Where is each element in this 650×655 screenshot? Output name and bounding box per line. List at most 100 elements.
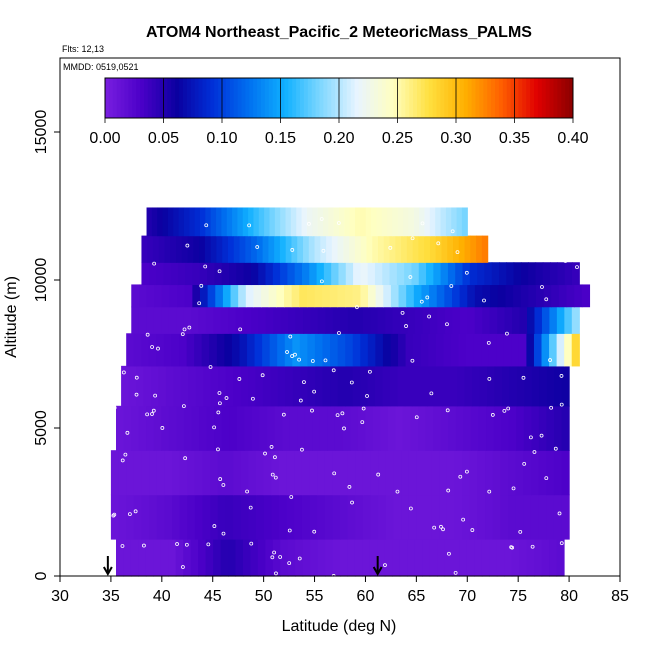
heat-cell bbox=[222, 284, 232, 308]
heat-cell bbox=[530, 450, 540, 496]
heat-cell bbox=[354, 235, 362, 263]
colorbar-segment bbox=[526, 78, 531, 118]
colorbar-segment bbox=[350, 78, 356, 118]
heat-cell bbox=[436, 284, 445, 308]
colorbar-segment bbox=[417, 78, 422, 118]
colorbar-segment bbox=[218, 78, 223, 118]
heat-cell bbox=[191, 306, 200, 334]
sample-point bbox=[563, 259, 568, 263]
heat-cell bbox=[395, 405, 404, 451]
heat-cell bbox=[253, 207, 260, 237]
sample-point bbox=[461, 517, 466, 522]
heat-cell bbox=[378, 494, 387, 540]
flights-label: Flts: 12,13 bbox=[62, 44, 104, 54]
heat-cell bbox=[248, 207, 255, 237]
heat-cell bbox=[412, 235, 419, 263]
colorbar-segment bbox=[206, 78, 211, 118]
heat-cell bbox=[408, 450, 417, 496]
heat-cell bbox=[542, 262, 551, 286]
heat-cell bbox=[236, 262, 245, 286]
heat-cell bbox=[456, 207, 463, 237]
heat-cell bbox=[179, 450, 188, 496]
heat-cell bbox=[232, 207, 239, 237]
sample-point bbox=[487, 376, 492, 381]
heat-cell bbox=[441, 235, 448, 263]
sample-point bbox=[521, 375, 526, 380]
colorbar-segment bbox=[140, 78, 145, 118]
heat-cell bbox=[225, 450, 234, 496]
heat-cell bbox=[350, 405, 359, 451]
heat-cell bbox=[121, 365, 130, 407]
sample-point bbox=[269, 445, 274, 449]
heat-cell bbox=[287, 262, 296, 286]
colorbar-segment bbox=[358, 78, 363, 118]
heat-cell bbox=[429, 235, 437, 263]
heat-cell bbox=[486, 405, 495, 451]
heat-cell bbox=[439, 450, 448, 496]
heat-cell bbox=[395, 235, 402, 263]
heat-cell bbox=[167, 207, 174, 237]
sample-point bbox=[212, 425, 216, 430]
colorbar-segment bbox=[339, 78, 344, 118]
heat-cell bbox=[390, 284, 400, 308]
heat-cell bbox=[469, 262, 478, 286]
sample-point bbox=[436, 241, 441, 246]
heat-cell bbox=[481, 539, 490, 577]
heat-cell bbox=[116, 405, 125, 451]
sample-point bbox=[212, 524, 217, 528]
heat-cell bbox=[470, 405, 480, 451]
colorbar-segment bbox=[323, 78, 328, 118]
heat-cell bbox=[242, 207, 249, 237]
heat-cell bbox=[233, 450, 242, 496]
sample-point bbox=[350, 500, 354, 505]
heat-cell bbox=[173, 365, 182, 407]
heat-cell bbox=[353, 262, 361, 286]
heat-cell bbox=[327, 405, 336, 451]
heat-cell bbox=[474, 284, 484, 308]
heat-cell bbox=[446, 494, 456, 540]
heat-cell bbox=[118, 494, 127, 540]
heat-cell bbox=[243, 262, 252, 286]
heat-cell bbox=[393, 494, 402, 540]
heat-cell bbox=[194, 333, 203, 367]
heat-cell bbox=[546, 365, 555, 407]
sample-point bbox=[245, 489, 249, 494]
heat-cell bbox=[307, 365, 316, 407]
heat-cell bbox=[377, 306, 386, 334]
heat-cell bbox=[457, 365, 466, 407]
colorbar-segment bbox=[452, 78, 457, 118]
heat-cell bbox=[444, 539, 453, 577]
colorbar-segment bbox=[179, 78, 184, 118]
sample-point bbox=[217, 391, 222, 395]
heat-cell bbox=[523, 405, 532, 451]
heat-cell bbox=[343, 235, 350, 263]
heat-cell bbox=[153, 405, 162, 451]
sample-point bbox=[290, 248, 295, 252]
sample-point bbox=[518, 529, 523, 534]
heat-cell bbox=[474, 539, 483, 577]
heat-cell bbox=[280, 262, 288, 286]
heat-cell bbox=[322, 284, 331, 308]
colorbar-segment bbox=[132, 78, 137, 118]
heat-cell bbox=[317, 207, 324, 237]
sample-point bbox=[142, 543, 146, 548]
heat-cell bbox=[520, 284, 529, 308]
heat-cell bbox=[205, 539, 214, 577]
heat-cell bbox=[309, 262, 318, 286]
heat-cell bbox=[500, 494, 509, 540]
sample-point bbox=[272, 550, 276, 555]
sample-point bbox=[470, 528, 475, 532]
heat-cell bbox=[168, 405, 178, 451]
heat-cell bbox=[340, 450, 349, 496]
heat-cell bbox=[355, 207, 361, 237]
heat-cell bbox=[245, 235, 252, 263]
heat-cell bbox=[551, 284, 560, 308]
sample-point bbox=[383, 563, 387, 568]
heat-cell bbox=[332, 494, 341, 540]
sample-point bbox=[539, 433, 544, 438]
colorbar-segment bbox=[151, 78, 157, 118]
colorbar-segment bbox=[374, 78, 379, 118]
sample-point bbox=[502, 408, 507, 413]
sample-point bbox=[121, 370, 126, 375]
heat-cell bbox=[523, 494, 532, 540]
